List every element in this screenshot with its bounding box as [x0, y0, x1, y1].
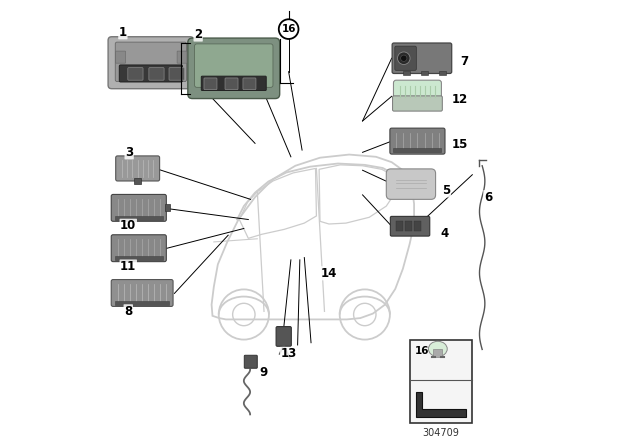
FancyBboxPatch shape	[177, 51, 187, 63]
FancyBboxPatch shape	[395, 46, 417, 70]
Text: 14: 14	[321, 267, 337, 280]
FancyBboxPatch shape	[115, 256, 163, 260]
FancyBboxPatch shape	[243, 78, 256, 90]
Polygon shape	[416, 392, 465, 417]
Text: 16: 16	[282, 24, 296, 34]
FancyBboxPatch shape	[115, 301, 170, 305]
FancyBboxPatch shape	[188, 38, 280, 99]
Text: 16: 16	[415, 346, 429, 356]
FancyBboxPatch shape	[108, 37, 194, 89]
FancyBboxPatch shape	[396, 221, 403, 231]
FancyBboxPatch shape	[225, 78, 238, 90]
Text: 15: 15	[452, 138, 468, 151]
Text: 2: 2	[194, 28, 202, 41]
FancyBboxPatch shape	[421, 71, 428, 75]
FancyBboxPatch shape	[439, 71, 446, 75]
FancyBboxPatch shape	[119, 65, 182, 82]
FancyBboxPatch shape	[169, 68, 184, 80]
Circle shape	[401, 55, 407, 61]
FancyBboxPatch shape	[128, 68, 143, 80]
FancyBboxPatch shape	[414, 221, 421, 231]
Text: 7: 7	[460, 55, 468, 69]
FancyBboxPatch shape	[134, 178, 141, 184]
FancyBboxPatch shape	[390, 216, 430, 236]
FancyBboxPatch shape	[405, 221, 412, 231]
Bar	[433, 349, 442, 357]
FancyBboxPatch shape	[164, 204, 170, 211]
FancyBboxPatch shape	[111, 235, 166, 262]
FancyBboxPatch shape	[115, 216, 163, 220]
FancyBboxPatch shape	[116, 156, 159, 181]
FancyBboxPatch shape	[390, 128, 445, 154]
Text: 4: 4	[440, 227, 449, 241]
Text: 9: 9	[260, 366, 268, 379]
FancyBboxPatch shape	[403, 71, 410, 75]
FancyBboxPatch shape	[204, 78, 217, 90]
Text: 11: 11	[120, 260, 136, 273]
FancyBboxPatch shape	[244, 355, 257, 368]
Text: 13: 13	[280, 347, 297, 361]
FancyBboxPatch shape	[149, 68, 164, 80]
FancyBboxPatch shape	[116, 51, 125, 63]
Text: 3: 3	[125, 146, 133, 159]
FancyBboxPatch shape	[195, 44, 273, 87]
Text: 10: 10	[120, 219, 136, 233]
FancyBboxPatch shape	[201, 76, 266, 90]
Circle shape	[397, 52, 410, 65]
FancyBboxPatch shape	[394, 148, 442, 152]
FancyBboxPatch shape	[276, 327, 291, 346]
Text: 12: 12	[452, 93, 468, 106]
FancyBboxPatch shape	[115, 42, 186, 82]
FancyBboxPatch shape	[394, 80, 442, 103]
FancyBboxPatch shape	[392, 96, 442, 111]
FancyBboxPatch shape	[111, 280, 173, 306]
Text: 304709: 304709	[422, 428, 460, 438]
Circle shape	[279, 19, 298, 39]
Text: 8: 8	[124, 305, 132, 318]
Text: 6: 6	[484, 190, 492, 204]
FancyBboxPatch shape	[392, 43, 452, 73]
FancyBboxPatch shape	[387, 169, 436, 199]
FancyBboxPatch shape	[111, 194, 166, 221]
Ellipse shape	[428, 341, 447, 357]
Text: 1: 1	[119, 26, 127, 39]
Text: 5: 5	[442, 184, 451, 197]
Bar	[410, 340, 472, 423]
